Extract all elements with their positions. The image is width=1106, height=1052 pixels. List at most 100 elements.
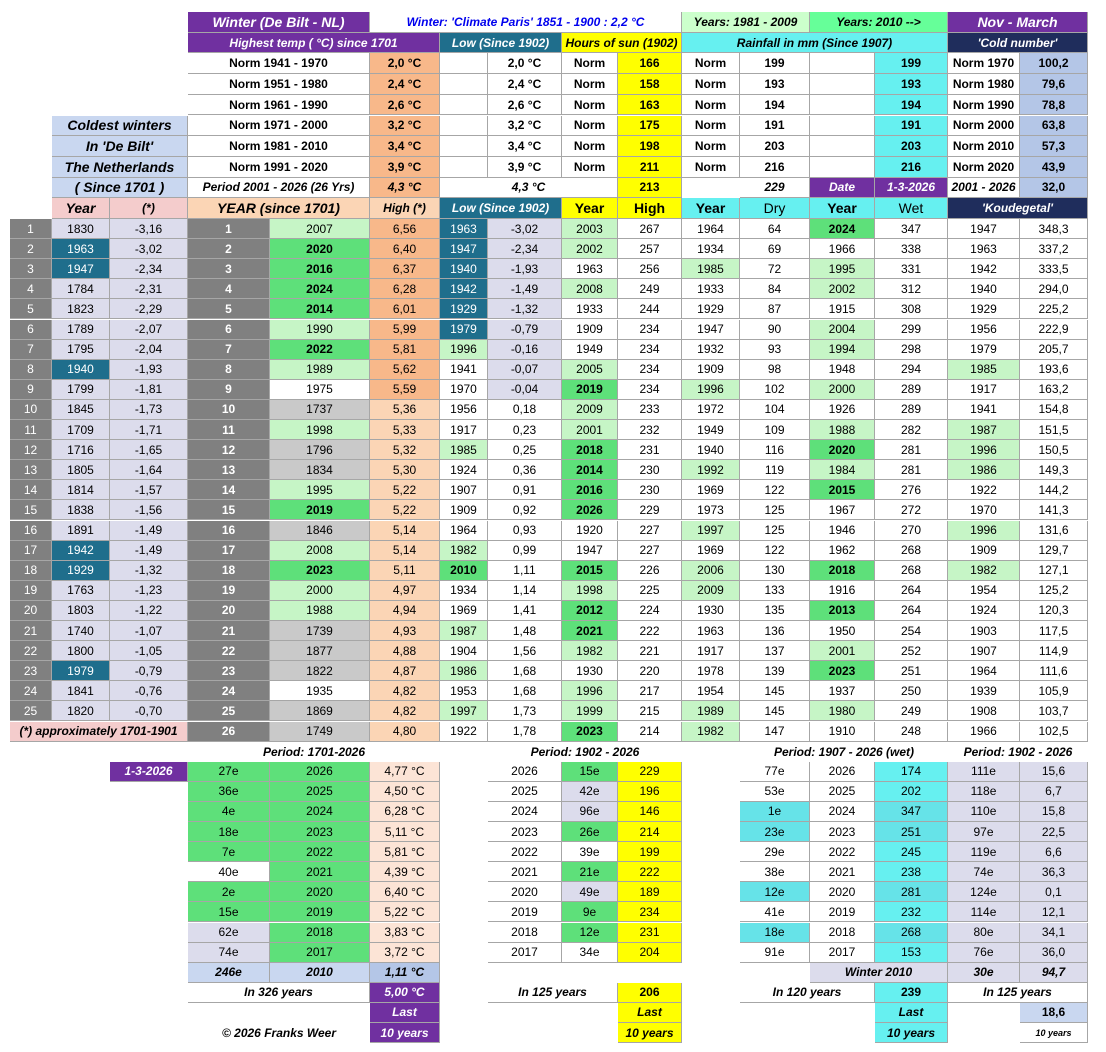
recent-cell: 3,72 °C (370, 942, 440, 963)
data-cell: 1940 (682, 440, 740, 461)
data-cell: 2018 (562, 440, 618, 461)
recent-cell: 62e (188, 922, 270, 943)
data-cell: 1985 (440, 440, 488, 461)
data-cell: 1964 (682, 219, 740, 240)
data-cell: 1997 (440, 701, 488, 722)
norm-cell: Norm 1970 (948, 53, 1020, 75)
recent-cell: 2020 (488, 882, 562, 903)
norm-cell: Norm (682, 53, 740, 75)
recent-cell: 42e (562, 781, 618, 802)
summary-cell: 30e (948, 962, 1020, 983)
data-cell: 1997 (682, 520, 740, 541)
data-cell: 2026 (562, 500, 618, 521)
data-cell: 4,82 (370, 701, 440, 722)
data-cell: 1979 (948, 339, 1020, 360)
data-cell: 227 (618, 540, 682, 561)
data-cell: 1929 (948, 299, 1020, 320)
data-cell: 1903 (948, 621, 1020, 642)
data-cell: 122 (740, 480, 810, 501)
data-cell: 135 (740, 600, 810, 621)
data-cell: 24 (188, 681, 270, 702)
data-cell: 1949 (562, 339, 618, 360)
data-cell: 1820 (52, 701, 110, 722)
data-cell: 21 (10, 621, 52, 642)
data-cell: -1,32 (488, 299, 562, 320)
data-cell: 4,93 (370, 621, 440, 642)
recent-cell: 76e (948, 942, 1020, 963)
data-cell: 1994 (810, 339, 875, 360)
blank-cell (440, 94, 488, 116)
data-cell: 1969 (682, 540, 740, 561)
data-cell: 22 (188, 641, 270, 662)
data-cell: 103,7 (1020, 701, 1088, 722)
data-cell: 1934 (440, 580, 488, 601)
norm-cell: Norm (562, 53, 618, 75)
data-cell: 90 (740, 319, 810, 340)
data-cell: 1877 (270, 641, 370, 662)
data-cell: 114,9 (1020, 641, 1088, 662)
data-cell: -3,16 (110, 219, 188, 240)
recent-cell: 15e (562, 761, 618, 782)
norm-cell: 191 (740, 115, 810, 137)
data-cell: -0,70 (110, 701, 188, 722)
data-cell: 151,5 (1020, 420, 1088, 441)
data-cell: 72 (740, 259, 810, 280)
data-cell: 24 (10, 681, 52, 702)
data-cell: 11 (10, 420, 52, 441)
column-header: High (618, 198, 682, 219)
recent-cell: 2023 (488, 822, 562, 843)
data-cell: 7 (10, 339, 52, 360)
data-cell: 0,23 (488, 420, 562, 441)
data-cell: -2,07 (110, 319, 188, 340)
recent-cell: 2020 (270, 882, 370, 903)
data-cell: 251 (875, 661, 948, 682)
data-cell: 4 (188, 279, 270, 300)
data-cell: -0,04 (488, 379, 562, 400)
data-cell: 26 (188, 721, 270, 742)
norm-cell: Norm 1951 - 1980 (188, 74, 370, 95)
data-cell: 1942 (52, 540, 110, 561)
recent-cell: 196 (618, 781, 682, 802)
recent-cell: 238 (875, 862, 948, 883)
coldest-title: The Netherlands (52, 156, 188, 178)
recent-cell: 2e (188, 882, 270, 903)
recent-cell: 114e (948, 902, 1020, 923)
data-cell: -2,34 (488, 239, 562, 260)
data-cell: 1986 (948, 460, 1020, 481)
data-cell: 1950 (810, 621, 875, 642)
data-cell: 348,3 (1020, 219, 1088, 240)
data-cell: -1,05 (110, 641, 188, 662)
data-cell: -1,93 (488, 259, 562, 280)
data-cell: 1909 (440, 500, 488, 521)
data-cell: 137 (740, 641, 810, 662)
data-cell: 289 (875, 379, 948, 400)
data-cell: 5,99 (370, 319, 440, 340)
header-cell: Hours of sun (1902) (562, 32, 682, 54)
data-cell: 2008 (562, 279, 618, 300)
data-cell: 1749 (270, 721, 370, 742)
data-cell: 1845 (52, 399, 110, 420)
data-cell: 2000 (810, 379, 875, 400)
data-cell: 133 (740, 580, 810, 601)
recent-cell: 5,81 °C (370, 842, 440, 863)
data-cell: 2016 (270, 259, 370, 280)
data-cell: 2000 (270, 580, 370, 601)
data-cell: 1969 (440, 600, 488, 621)
data-cell: 25 (188, 701, 270, 722)
data-cell: 2009 (682, 580, 740, 601)
data-cell: 22 (10, 641, 52, 662)
data-cell: 5,62 (370, 359, 440, 380)
data-cell: 14 (188, 480, 270, 501)
data-cell: 1796 (270, 440, 370, 461)
recent-cell: 2025 (810, 781, 875, 802)
data-cell: 5,22 (370, 480, 440, 501)
data-cell: 1916 (810, 580, 875, 601)
data-cell: 1 (188, 219, 270, 240)
data-cell: 234 (618, 379, 682, 400)
norm-cell: Norm (562, 156, 618, 178)
header-cell: Highest temp ( °C) since 1701 (188, 32, 440, 54)
norm-cell: Norm 2000 (948, 115, 1020, 137)
norm-cell: 163 (618, 94, 682, 116)
data-cell: 23 (188, 661, 270, 682)
recent-cell: 214 (618, 822, 682, 843)
